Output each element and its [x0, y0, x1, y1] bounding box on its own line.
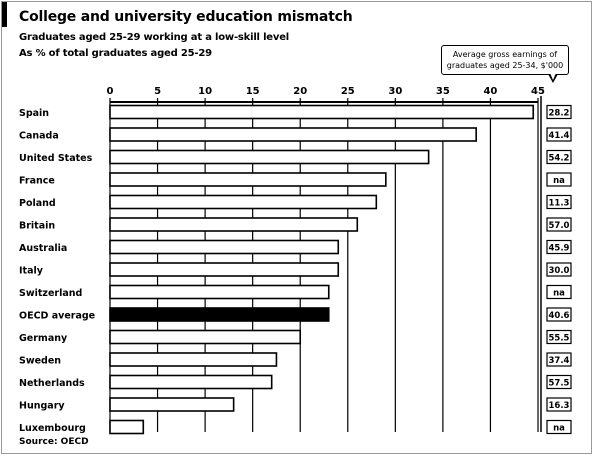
earnings-box [546, 149, 572, 165]
earnings-box [546, 262, 572, 277]
x-tick-label: 30 [388, 86, 402, 97]
category-label: Australia [19, 243, 67, 254]
category-label: Italy [19, 266, 44, 277]
bar [109, 217, 359, 232]
earnings-box [546, 172, 572, 187]
earnings-value: na [553, 176, 565, 186]
source-note: Source: OECD [19, 437, 89, 447]
earnings-box [546, 329, 572, 345]
earnings-box [546, 397, 572, 412]
callout-pointer-fill [549, 73, 556, 80]
bar [109, 149, 430, 165]
bar [109, 374, 273, 390]
earnings-value: 11.3 [549, 199, 570, 209]
earnings-value: 16.3 [549, 401, 570, 411]
category-label: United States [19, 153, 93, 164]
chart-title: College and university education mismatc… [19, 9, 353, 25]
x-tick-label: 5 [154, 86, 161, 97]
category-label: OECD average [19, 311, 95, 322]
bar [109, 127, 477, 142]
earnings-value: 45.9 [549, 244, 570, 254]
bar [109, 284, 330, 300]
earnings-callout: Average gross earnings of graduates aged… [441, 45, 569, 75]
x-tick-label: 35 [436, 86, 450, 97]
chart-subtitle: Graduates aged 25-29 working at a low-sk… [19, 32, 290, 43]
earnings-value: 41.4 [549, 131, 570, 141]
bar [109, 397, 235, 412]
category-label: Spain [19, 108, 49, 119]
earnings-box [546, 239, 572, 255]
earnings-value: 28.2 [549, 109, 570, 119]
earnings-value: 55.5 [549, 334, 570, 344]
accent-bar [2, 2, 7, 27]
earnings-value: 57.0 [549, 221, 570, 231]
earnings-box [546, 104, 572, 120]
category-label: Switzerland [19, 288, 82, 299]
earnings-box [546, 374, 572, 390]
category-label: Luxembourg [19, 423, 86, 434]
earnings-box [546, 284, 572, 300]
earnings-value: na [553, 424, 565, 434]
x-tick-label: 10 [198, 86, 212, 97]
x-tick-label: 15 [246, 86, 260, 97]
earnings-value: 37.4 [549, 356, 570, 366]
earnings-box [546, 352, 572, 367]
bar [109, 419, 145, 435]
x-tick-label: 0 [107, 86, 114, 97]
category-label: Germany [19, 333, 68, 344]
bar [109, 329, 302, 345]
earnings-box [546, 307, 572, 322]
earnings-box [546, 127, 572, 142]
x-tick-label: 25 [341, 86, 355, 97]
earnings-value: 57.5 [549, 379, 570, 389]
earnings-value: 54.2 [549, 154, 570, 164]
bar [109, 104, 535, 120]
chart-unit-label: As % of total graduates aged 25-29 [19, 48, 212, 59]
bar [109, 352, 278, 367]
bar [109, 172, 387, 187]
x-tick-label: 20 [293, 86, 307, 97]
earnings-value: na [553, 289, 565, 299]
earnings-value: 30.0 [549, 266, 570, 276]
category-label: Britain [19, 221, 55, 232]
bar [109, 262, 340, 277]
category-label: Poland [19, 198, 56, 209]
bar [109, 239, 340, 255]
earnings-value: 40.6 [549, 311, 570, 321]
earnings-box [546, 419, 572, 435]
bar [109, 194, 378, 210]
category-label: France [19, 176, 55, 187]
category-label: Hungary [19, 401, 65, 412]
category-label: Canada [19, 131, 59, 142]
category-label: Netherlands [19, 378, 85, 389]
bar-highlight [109, 307, 330, 322]
x-tick-label: 40 [483, 86, 497, 97]
earnings-box [546, 194, 572, 210]
earnings-box [546, 217, 572, 232]
category-label: Sweden [19, 356, 61, 367]
x-tick-label: 45 [531, 86, 545, 97]
